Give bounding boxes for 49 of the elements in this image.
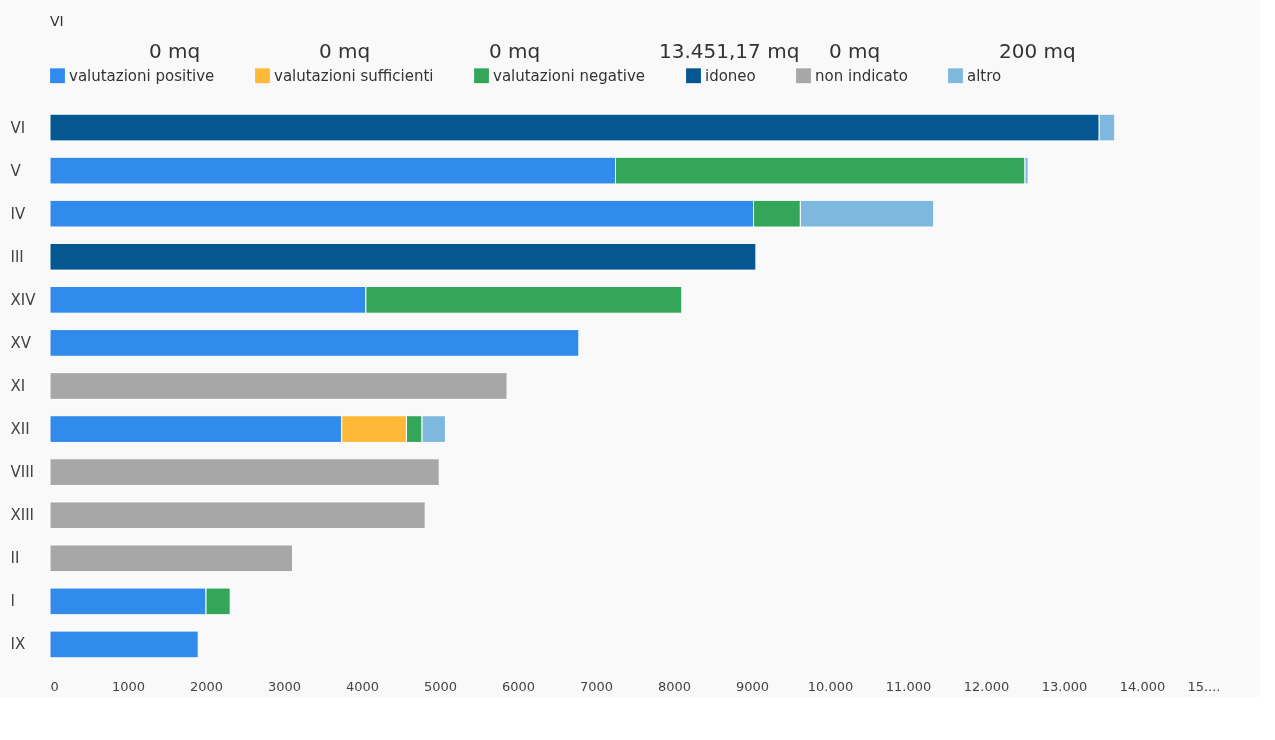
x-tick-label: 12.000	[963, 678, 1010, 694]
x-tick-label: 15....	[1187, 678, 1221, 694]
bar	[49, 501, 426, 530]
x-tick-label: 9000	[735, 678, 770, 694]
text: VI	[50, 13, 64, 29]
text: 0 mq	[319, 39, 371, 63]
y-tick-label: III	[10, 247, 24, 266]
x-tick-label: 2000	[189, 678, 224, 694]
y-tick-label: VIII	[10, 463, 35, 482]
bar	[49, 544, 294, 573]
y-tick-label: XV	[10, 333, 32, 352]
legend-label: idoneo	[705, 66, 756, 85]
bar	[49, 242, 757, 271]
legend-label: non indicato	[815, 66, 908, 85]
text: 0 mq	[489, 39, 541, 63]
x-tick-label: 1000	[111, 678, 146, 694]
x-tick-label: 0	[50, 678, 59, 694]
x-tick-label: 14.000	[1119, 678, 1166, 694]
legend-label: valutazioni positive	[69, 66, 215, 85]
y-tick-label: XIII	[10, 506, 35, 525]
x-tick-label: 11.000	[885, 678, 932, 694]
y-tick-label: VI	[10, 118, 26, 137]
x-tick-label: 8000	[657, 678, 692, 694]
y-tick-label: V	[10, 161, 22, 180]
y-tick-label: XIV	[10, 290, 37, 309]
bar	[49, 630, 199, 659]
text: 0 mq	[149, 39, 201, 63]
y-tick-label: II	[10, 549, 20, 568]
x-tick-label: 7000	[579, 678, 614, 694]
y-tick-label: IX	[10, 635, 26, 654]
y-tick-label: IV	[10, 204, 26, 223]
x-tick-label: 5000	[423, 678, 458, 694]
text: 13.451,17 mq	[659, 39, 800, 63]
y-tick-label: I	[10, 592, 15, 611]
legend-label: altro	[967, 66, 1002, 85]
bar	[49, 458, 440, 487]
text: 200 mq	[999, 39, 1076, 63]
legend-label: valutazioni negative	[493, 66, 646, 85]
x-tick-label: 6000	[501, 678, 536, 694]
y-tick-label: XI	[10, 377, 26, 395]
bar	[49, 372, 508, 400]
bar	[49, 329, 580, 357]
x-tick-label: 4000	[345, 678, 380, 694]
legend-label: valutazioni sufficienti	[274, 66, 434, 85]
x-tick-label: 13.000	[1041, 678, 1088, 694]
y-tick-label: XII	[10, 420, 30, 439]
x-tick-label: 10.000	[807, 678, 854, 694]
x-tick-label: 3000	[267, 678, 302, 694]
text: 0 mq	[829, 39, 881, 63]
